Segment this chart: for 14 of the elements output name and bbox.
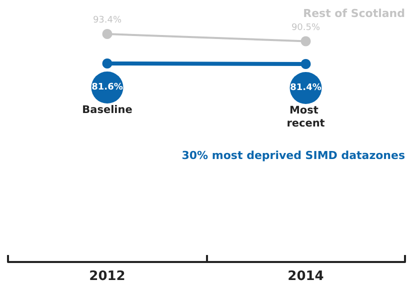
data-label: 90.5% [291,22,320,33]
data-label: 81.6% [92,82,123,92]
series-label: Rest of Scotland [303,7,406,20]
x-tick-label: 2012 [89,269,126,284]
point [300,59,311,69]
text: Baseline [82,104,132,116]
point [102,29,112,39]
data-label: 93.4% [92,16,122,26]
data-label: 81.4% [290,83,322,93]
text: 30% most deprived SIMD datazones [182,149,406,162]
text: Most recent [286,104,325,130]
point [300,36,311,46]
point [102,58,112,68]
x-tick-label: 2014 [288,269,324,284]
